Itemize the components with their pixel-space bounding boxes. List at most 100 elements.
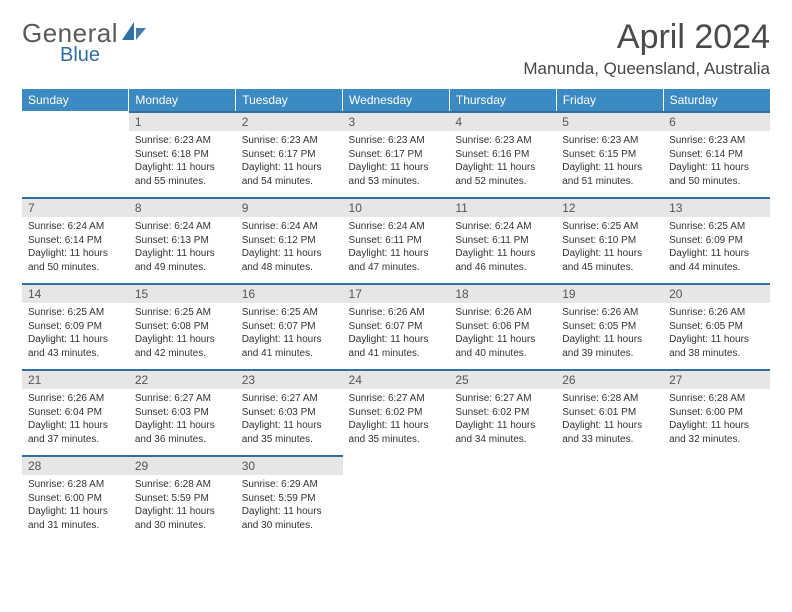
calendar-cell: 3Sunrise: 6:23 AMSunset: 6:17 PMDaylight… bbox=[343, 111, 450, 197]
day-details: Sunrise: 6:24 AMSunset: 6:12 PMDaylight:… bbox=[236, 217, 343, 278]
day-number: 13 bbox=[663, 197, 770, 217]
day-number: 1 bbox=[129, 111, 236, 131]
calendar-cell: 16Sunrise: 6:25 AMSunset: 6:07 PMDayligh… bbox=[236, 283, 343, 369]
calendar-cell: 20Sunrise: 6:26 AMSunset: 6:05 PMDayligh… bbox=[663, 283, 770, 369]
calendar-cell: 8Sunrise: 6:24 AMSunset: 6:13 PMDaylight… bbox=[129, 197, 236, 283]
day-details: Sunrise: 6:23 AMSunset: 6:15 PMDaylight:… bbox=[556, 131, 663, 192]
day-number: 17 bbox=[343, 283, 450, 303]
day-details: Sunrise: 6:28 AMSunset: 6:00 PMDaylight:… bbox=[663, 389, 770, 450]
day-details: Sunrise: 6:28 AMSunset: 5:59 PMDaylight:… bbox=[129, 475, 236, 536]
calendar-cell: 1Sunrise: 6:23 AMSunset: 6:18 PMDaylight… bbox=[129, 111, 236, 197]
weekday-header: Wednesday bbox=[343, 89, 450, 111]
calendar-cell: 23Sunrise: 6:27 AMSunset: 6:03 PMDayligh… bbox=[236, 369, 343, 455]
day-number: 16 bbox=[236, 283, 343, 303]
calendar-cell: 6Sunrise: 6:23 AMSunset: 6:14 PMDaylight… bbox=[663, 111, 770, 197]
calendar-table: SundayMondayTuesdayWednesdayThursdayFrid… bbox=[22, 89, 770, 541]
day-details: Sunrise: 6:26 AMSunset: 6:06 PMDaylight:… bbox=[449, 303, 556, 364]
day-number: 2 bbox=[236, 111, 343, 131]
day-number: 19 bbox=[556, 283, 663, 303]
day-details: Sunrise: 6:25 AMSunset: 6:09 PMDaylight:… bbox=[22, 303, 129, 364]
day-details: Sunrise: 6:27 AMSunset: 6:03 PMDaylight:… bbox=[236, 389, 343, 450]
calendar-cell: 14Sunrise: 6:25 AMSunset: 6:09 PMDayligh… bbox=[22, 283, 129, 369]
weekday-header: Friday bbox=[556, 89, 663, 111]
day-number: 8 bbox=[129, 197, 236, 217]
calendar-cell: 19Sunrise: 6:26 AMSunset: 6:05 PMDayligh… bbox=[556, 283, 663, 369]
day-details: Sunrise: 6:25 AMSunset: 6:08 PMDaylight:… bbox=[129, 303, 236, 364]
day-details: Sunrise: 6:27 AMSunset: 6:03 PMDaylight:… bbox=[129, 389, 236, 450]
weekday-header: Saturday bbox=[663, 89, 770, 111]
calendar-week-row: 7Sunrise: 6:24 AMSunset: 6:14 PMDaylight… bbox=[22, 197, 770, 283]
calendar-cell: 10Sunrise: 6:24 AMSunset: 6:11 PMDayligh… bbox=[343, 197, 450, 283]
calendar-cell bbox=[22, 111, 129, 197]
day-number: 22 bbox=[129, 369, 236, 389]
calendar-cell: 24Sunrise: 6:27 AMSunset: 6:02 PMDayligh… bbox=[343, 369, 450, 455]
calendar-cell: 11Sunrise: 6:24 AMSunset: 6:11 PMDayligh… bbox=[449, 197, 556, 283]
calendar-week-row: 14Sunrise: 6:25 AMSunset: 6:09 PMDayligh… bbox=[22, 283, 770, 369]
day-number: 27 bbox=[663, 369, 770, 389]
calendar-cell: 12Sunrise: 6:25 AMSunset: 6:10 PMDayligh… bbox=[556, 197, 663, 283]
calendar-cell bbox=[343, 455, 450, 541]
day-details: Sunrise: 6:26 AMSunset: 6:07 PMDaylight:… bbox=[343, 303, 450, 364]
calendar-week-row: 1Sunrise: 6:23 AMSunset: 6:18 PMDaylight… bbox=[22, 111, 770, 197]
day-details: Sunrise: 6:23 AMSunset: 6:16 PMDaylight:… bbox=[449, 131, 556, 192]
day-number: 26 bbox=[556, 369, 663, 389]
day-number: 7 bbox=[22, 197, 129, 217]
weekday-header: Sunday bbox=[22, 89, 129, 111]
calendar-week-row: 21Sunrise: 6:26 AMSunset: 6:04 PMDayligh… bbox=[22, 369, 770, 455]
day-details: Sunrise: 6:24 AMSunset: 6:11 PMDaylight:… bbox=[343, 217, 450, 278]
day-number: 12 bbox=[556, 197, 663, 217]
day-number: 18 bbox=[449, 283, 556, 303]
day-number: 29 bbox=[129, 455, 236, 475]
day-number: 4 bbox=[449, 111, 556, 131]
day-details: Sunrise: 6:23 AMSunset: 6:14 PMDaylight:… bbox=[663, 131, 770, 192]
brand-accent: Blue bbox=[60, 44, 100, 67]
calendar-cell: 18Sunrise: 6:26 AMSunset: 6:06 PMDayligh… bbox=[449, 283, 556, 369]
day-number: 21 bbox=[22, 369, 129, 389]
day-number: 6 bbox=[663, 111, 770, 131]
day-details: Sunrise: 6:24 AMSunset: 6:14 PMDaylight:… bbox=[22, 217, 129, 278]
calendar-cell: 13Sunrise: 6:25 AMSunset: 6:09 PMDayligh… bbox=[663, 197, 770, 283]
day-details: Sunrise: 6:25 AMSunset: 6:09 PMDaylight:… bbox=[663, 217, 770, 278]
day-number: 20 bbox=[663, 283, 770, 303]
calendar-cell: 22Sunrise: 6:27 AMSunset: 6:03 PMDayligh… bbox=[129, 369, 236, 455]
day-number: 30 bbox=[236, 455, 343, 475]
day-number: 25 bbox=[449, 369, 556, 389]
day-number: 10 bbox=[343, 197, 450, 217]
calendar-cell bbox=[556, 455, 663, 541]
calendar-cell: 9Sunrise: 6:24 AMSunset: 6:12 PMDaylight… bbox=[236, 197, 343, 283]
day-number: 28 bbox=[22, 455, 129, 475]
brand-logo: General Blue bbox=[22, 18, 148, 49]
location-text: Manunda, Queensland, Australia bbox=[523, 59, 770, 79]
calendar-cell: 4Sunrise: 6:23 AMSunset: 6:16 PMDaylight… bbox=[449, 111, 556, 197]
day-details: Sunrise: 6:23 AMSunset: 6:17 PMDaylight:… bbox=[343, 131, 450, 192]
calendar-cell: 27Sunrise: 6:28 AMSunset: 6:00 PMDayligh… bbox=[663, 369, 770, 455]
weekday-header: Tuesday bbox=[236, 89, 343, 111]
day-number: 9 bbox=[236, 197, 343, 217]
day-number: 24 bbox=[343, 369, 450, 389]
calendar-cell bbox=[449, 455, 556, 541]
calendar-cell: 25Sunrise: 6:27 AMSunset: 6:02 PMDayligh… bbox=[449, 369, 556, 455]
day-details: Sunrise: 6:24 AMSunset: 6:11 PMDaylight:… bbox=[449, 217, 556, 278]
day-details: Sunrise: 6:28 AMSunset: 6:01 PMDaylight:… bbox=[556, 389, 663, 450]
day-number: 11 bbox=[449, 197, 556, 217]
day-details: Sunrise: 6:23 AMSunset: 6:17 PMDaylight:… bbox=[236, 131, 343, 192]
weekday-header: Monday bbox=[129, 89, 236, 111]
calendar-body: 1Sunrise: 6:23 AMSunset: 6:18 PMDaylight… bbox=[22, 111, 770, 541]
day-details: Sunrise: 6:28 AMSunset: 6:00 PMDaylight:… bbox=[22, 475, 129, 536]
day-number: 5 bbox=[556, 111, 663, 131]
calendar-cell: 21Sunrise: 6:26 AMSunset: 6:04 PMDayligh… bbox=[22, 369, 129, 455]
day-number: 3 bbox=[343, 111, 450, 131]
calendar-cell: 28Sunrise: 6:28 AMSunset: 6:00 PMDayligh… bbox=[22, 455, 129, 541]
calendar-cell: 17Sunrise: 6:26 AMSunset: 6:07 PMDayligh… bbox=[343, 283, 450, 369]
day-details: Sunrise: 6:24 AMSunset: 6:13 PMDaylight:… bbox=[129, 217, 236, 278]
calendar-cell: 2Sunrise: 6:23 AMSunset: 6:17 PMDaylight… bbox=[236, 111, 343, 197]
calendar-cell: 29Sunrise: 6:28 AMSunset: 5:59 PMDayligh… bbox=[129, 455, 236, 541]
calendar-cell: 26Sunrise: 6:28 AMSunset: 6:01 PMDayligh… bbox=[556, 369, 663, 455]
calendar-cell: 7Sunrise: 6:24 AMSunset: 6:14 PMDaylight… bbox=[22, 197, 129, 283]
weekday-header: Thursday bbox=[449, 89, 556, 111]
day-details: Sunrise: 6:25 AMSunset: 6:10 PMDaylight:… bbox=[556, 217, 663, 278]
calendar-cell: 5Sunrise: 6:23 AMSunset: 6:15 PMDaylight… bbox=[556, 111, 663, 197]
calendar-cell: 15Sunrise: 6:25 AMSunset: 6:08 PMDayligh… bbox=[129, 283, 236, 369]
day-details: Sunrise: 6:26 AMSunset: 6:04 PMDaylight:… bbox=[22, 389, 129, 450]
day-details: Sunrise: 6:26 AMSunset: 6:05 PMDaylight:… bbox=[663, 303, 770, 364]
